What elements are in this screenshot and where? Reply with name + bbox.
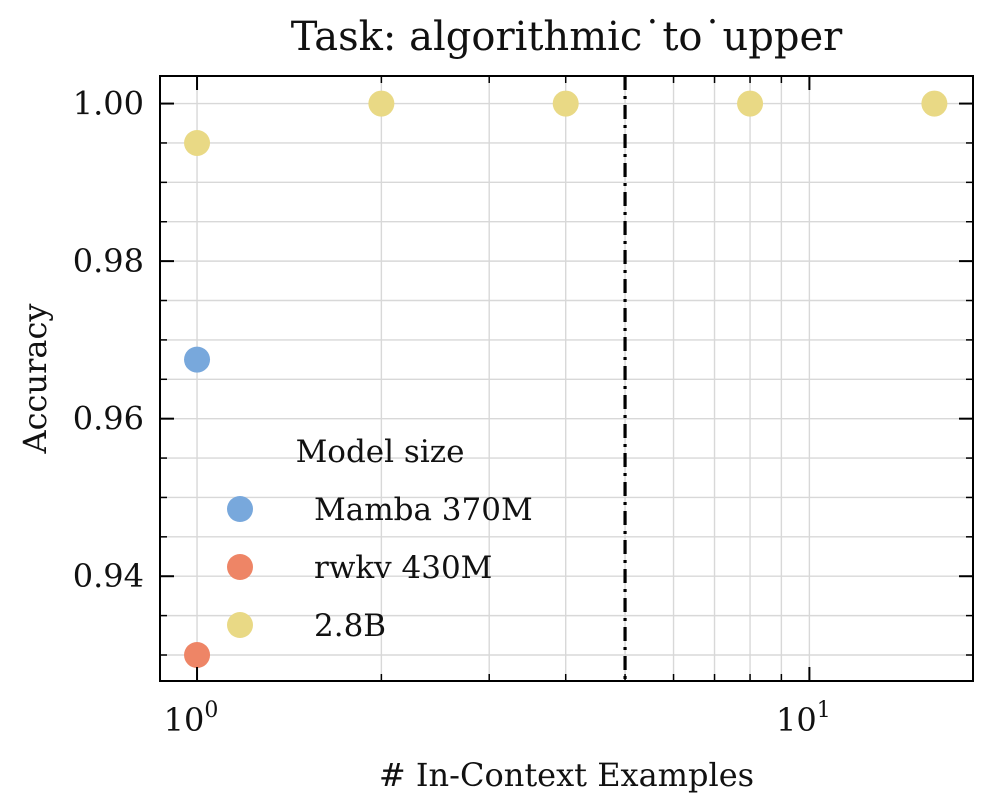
x-axis-label: # In-Context Examples — [379, 756, 754, 794]
y-axis-label: Accuracy — [16, 304, 54, 455]
legend-marker — [227, 554, 253, 580]
y-tick-label: 1.00 — [73, 85, 144, 123]
legend-marker — [227, 612, 253, 638]
plot-frame — [159, 75, 974, 682]
data-point — [737, 90, 764, 117]
points-layer — [184, 90, 948, 669]
data-point — [552, 90, 579, 117]
chart-title: Task: algorithmic˙to˙upper — [291, 14, 843, 60]
legend-label: rwkv 430M — [314, 550, 492, 586]
y-tick-label: 0.96 — [73, 400, 144, 438]
legend-label: 2.8B — [314, 608, 386, 644]
grid-layer — [160, 76, 973, 681]
legend-title: Model size — [296, 434, 465, 470]
legend-label: Mamba 370M — [314, 492, 533, 528]
data-point — [921, 90, 948, 117]
legend: Model size Mamba 370M rwkv 430M 2.8B — [227, 434, 533, 644]
data-point — [184, 642, 211, 669]
x-tick-label: 100 — [164, 698, 219, 739]
x-tick-label: 101 — [776, 698, 831, 739]
y-tick-label: 0.94 — [73, 557, 144, 595]
data-point — [368, 90, 395, 117]
y-tick-label: 0.98 — [73, 242, 144, 280]
data-point — [184, 346, 211, 373]
legend-marker — [227, 496, 253, 522]
tick-labels-layer: 0.94 0.96 0.98 1.00 100 101 — [73, 85, 831, 739]
data-point — [184, 129, 211, 156]
ticks-layer — [160, 76, 973, 681]
